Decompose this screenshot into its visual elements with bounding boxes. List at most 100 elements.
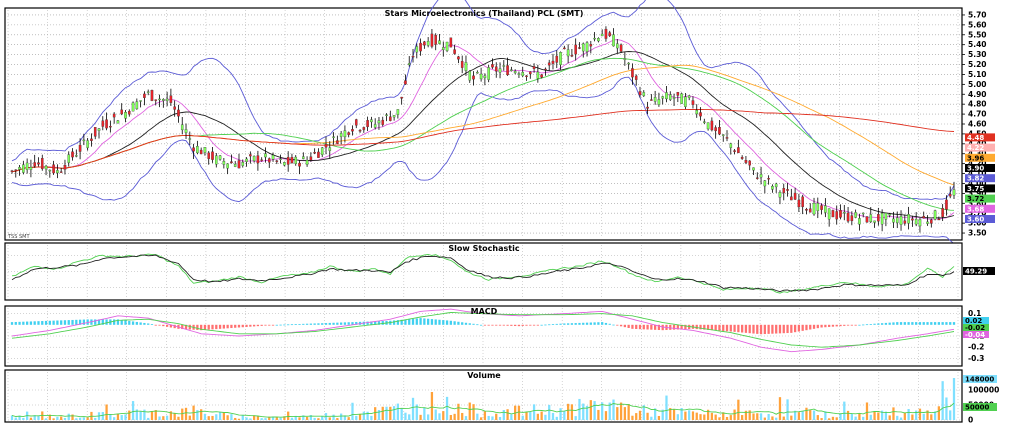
volume-bar: [468, 402, 471, 420]
candle-body: [347, 132, 350, 135]
volume-bar: [56, 416, 59, 420]
volume-bar: [665, 395, 668, 420]
macd-histogram-bar: [366, 321, 369, 325]
macd-histogram-bar: [646, 324, 649, 330]
candle-body: [441, 47, 445, 50]
volume-bar: [396, 403, 400, 420]
volume-bar: [411, 397, 415, 420]
macd-histogram-bar: [67, 320, 70, 325]
volume-bar: [377, 410, 381, 420]
candle-body: [343, 130, 347, 138]
candle-body: [332, 136, 335, 138]
volume-bar: [294, 415, 297, 420]
volume-bar: [162, 416, 165, 420]
candle-body: [869, 214, 873, 223]
macd-histogram-bar: [82, 319, 86, 325]
candle-body: [177, 109, 180, 117]
candle-body: [767, 178, 770, 180]
macd-histogram-bar: [147, 323, 150, 325]
candle-body: [774, 183, 778, 188]
candle-body: [861, 212, 865, 215]
candle-body: [824, 205, 827, 213]
volume-bar: [249, 418, 252, 420]
volume-bar: [147, 417, 150, 420]
candle-body: [109, 126, 112, 128]
volume-bar: [343, 415, 347, 420]
macd-histogram-bar: [302, 323, 305, 325]
candle-body: [419, 42, 422, 52]
volume-bar: [336, 418, 339, 420]
volume-bar: [158, 416, 161, 420]
volume-bar: [733, 409, 736, 420]
macd-badge: 0.02: [965, 317, 982, 325]
volume-bar: [370, 415, 373, 420]
volume-bar: [816, 415, 819, 420]
candle-body: [880, 213, 884, 225]
macd-histogram-bar: [328, 322, 331, 325]
candle-body: [721, 134, 725, 136]
candle-body: [260, 159, 263, 161]
candle-body: [952, 189, 956, 196]
candle-body: [252, 155, 256, 162]
price-tick-label: 5.60: [968, 20, 987, 29]
macd-histogram-bar: [313, 323, 316, 325]
price-badge-bg: [965, 163, 995, 172]
macd-histogram-bar: [937, 322, 941, 325]
candle-body: [646, 106, 649, 109]
candle-body: [752, 167, 755, 171]
macd-histogram-bar: [411, 318, 415, 325]
candle-body: [230, 161, 233, 164]
volume-bar: [430, 392, 434, 420]
candle-body: [127, 110, 131, 115]
volume-bar: [181, 408, 184, 420]
candle-body: [566, 49, 570, 57]
macd-histogram-bar: [767, 324, 770, 334]
candle-body: [771, 185, 774, 190]
volume-bar: [366, 411, 369, 420]
macd-histogram-bar: [619, 324, 623, 327]
volume-bar: [763, 417, 766, 420]
macd-histogram-bar: [865, 324, 869, 326]
price-tick-label: 5.00: [968, 80, 987, 89]
candle-body: [180, 124, 184, 131]
volume-bar: [207, 416, 210, 420]
price-panel: Stars Microelectronics (Thailand) PCL (S…: [4, 0, 995, 245]
volume-bar: [86, 417, 89, 420]
candle-body: [56, 170, 59, 174]
macd-histogram-bar: [517, 324, 521, 327]
candle-body: [559, 52, 562, 65]
volume-bar: [680, 408, 683, 420]
macd-histogram-bar: [725, 324, 729, 332]
candle-body: [850, 215, 854, 222]
volume-bar: [154, 410, 157, 420]
macd-histogram-bar: [737, 324, 740, 333]
candle-body: [48, 169, 52, 172]
macd-histogram-bar: [559, 323, 562, 325]
volume-bar: [131, 401, 135, 420]
price-tick-label: 3.70: [968, 209, 987, 218]
volume-bar: [245, 417, 248, 420]
macd-histogram-bar: [479, 324, 483, 326]
macd-histogram-bar: [574, 323, 577, 325]
volume-bar: [918, 408, 922, 420]
volume-bar: [544, 414, 547, 420]
macd-histogram-bar: [570, 323, 574, 325]
macd-histogram-bar: [585, 322, 589, 325]
candle-body: [551, 60, 555, 64]
stochastic-title: Slow Stochastic: [448, 244, 519, 253]
volume-bar: [585, 405, 589, 420]
macd-histogram-bar: [260, 324, 263, 326]
macd-histogram-bar: [400, 319, 403, 325]
candle-body: [911, 218, 914, 221]
macd-histogram-bar: [706, 324, 710, 330]
macd-histogram-bar: [256, 324, 260, 327]
candle-body: [578, 47, 581, 49]
stochastic-line: [11, 254, 955, 293]
candle-body: [937, 218, 941, 221]
volume-bar: [661, 409, 664, 420]
macd-histogram-bar: [287, 324, 290, 326]
candle-body: [903, 220, 907, 224]
macd-histogram-bar: [396, 320, 400, 325]
candle-body: [555, 55, 559, 63]
candle-body: [945, 199, 948, 210]
